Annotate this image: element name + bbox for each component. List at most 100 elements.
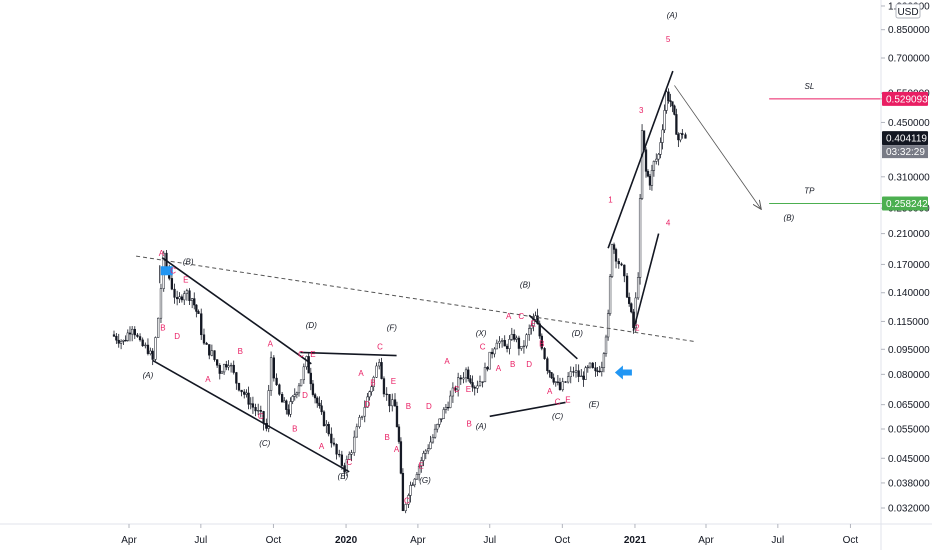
candle-body — [644, 149, 648, 172]
candle-body — [393, 399, 397, 407]
wave-label: A — [506, 312, 512, 321]
candle-body — [415, 474, 419, 480]
candle-body — [316, 397, 319, 404]
wave-label: A — [394, 445, 400, 454]
candle — [433, 424, 437, 439]
candle — [391, 393, 394, 412]
candle-body — [478, 381, 482, 387]
candle — [625, 272, 629, 299]
candle-body — [388, 394, 391, 407]
candle — [655, 153, 658, 165]
candle — [133, 326, 136, 340]
candle — [188, 288, 191, 306]
wave-label: (G) — [419, 476, 431, 485]
wave-label: C — [480, 342, 486, 351]
candle — [628, 292, 631, 307]
wave-label: D — [174, 332, 180, 341]
candle — [247, 386, 250, 410]
candle-body — [197, 311, 200, 314]
candle-body — [243, 391, 246, 395]
wave-label: A — [205, 375, 211, 384]
candle — [520, 346, 523, 351]
x-axis[interactable]: Apr Jul Oct 2020 Apr Jul Oct 2021 Apr Jul Oct — [121, 524, 858, 546]
candle — [431, 434, 435, 444]
candle-body — [608, 276, 612, 314]
candle — [522, 340, 526, 354]
candle-body — [358, 417, 361, 428]
wave-label: (C) — [552, 412, 563, 421]
candle-body — [115, 335, 118, 341]
candle-body — [200, 313, 203, 336]
wave-label: B — [406, 402, 411, 411]
candle-body — [566, 376, 570, 383]
candle — [498, 336, 501, 349]
candle — [478, 375, 482, 387]
candle-body — [665, 91, 668, 111]
y-tick-label: 0.140000 — [888, 288, 930, 299]
wave-label: (B) — [520, 281, 531, 290]
candle-body — [380, 362, 383, 379]
candle-body — [302, 366, 305, 381]
projection-arrow — [674, 85, 761, 209]
candle-body — [251, 403, 255, 408]
candle-body — [490, 351, 494, 355]
candle — [363, 400, 366, 423]
candle-body — [577, 370, 580, 377]
candle — [285, 399, 288, 415]
candle-body — [112, 334, 116, 337]
candle — [338, 449, 341, 458]
currency-button[interactable]: USD — [895, 3, 921, 19]
x-tick-label: Apr — [121, 535, 137, 546]
price-series — [112, 88, 687, 514]
candle-body — [146, 344, 150, 354]
candle-body — [679, 133, 682, 141]
candle-body — [401, 473, 405, 512]
flag-cloth — [160, 266, 173, 276]
candle — [620, 262, 623, 267]
candle — [332, 437, 336, 447]
price-label-bg — [882, 131, 928, 146]
candle — [534, 311, 537, 320]
candle — [291, 395, 294, 405]
candle-body — [467, 369, 470, 379]
candle-body — [318, 402, 321, 407]
candle — [596, 367, 599, 377]
candle — [552, 373, 555, 385]
candle — [309, 367, 312, 391]
candle-body — [594, 367, 597, 372]
candle — [584, 365, 587, 380]
candle — [154, 336, 157, 362]
y-tick-label: 0.055000 — [888, 425, 930, 436]
wave-label: B — [160, 324, 165, 333]
candle-body — [280, 394, 284, 403]
candle-body — [442, 409, 445, 419]
candle — [671, 101, 674, 113]
candle — [399, 437, 403, 475]
candle-body — [444, 406, 448, 410]
candle — [358, 414, 361, 429]
wave-label: B — [370, 379, 375, 388]
candle — [580, 368, 583, 378]
candle-body — [257, 410, 260, 412]
candle-body — [614, 249, 618, 262]
candle — [473, 385, 476, 396]
candle — [280, 391, 284, 403]
candle-body — [407, 495, 410, 505]
candle-body — [449, 395, 452, 408]
candle-body — [675, 114, 678, 135]
candle — [278, 383, 281, 396]
candle — [669, 93, 672, 108]
candle-body — [513, 334, 516, 340]
candle-body — [561, 381, 564, 390]
candle-body — [350, 452, 353, 455]
wave-label: (D) — [306, 321, 317, 330]
wave-label: C — [454, 385, 460, 394]
candle-body — [623, 264, 626, 277]
candle — [225, 360, 228, 371]
wave-label: 1 — [608, 195, 613, 204]
candle-body — [202, 334, 206, 344]
candle — [574, 364, 578, 378]
trendline — [632, 233, 660, 331]
